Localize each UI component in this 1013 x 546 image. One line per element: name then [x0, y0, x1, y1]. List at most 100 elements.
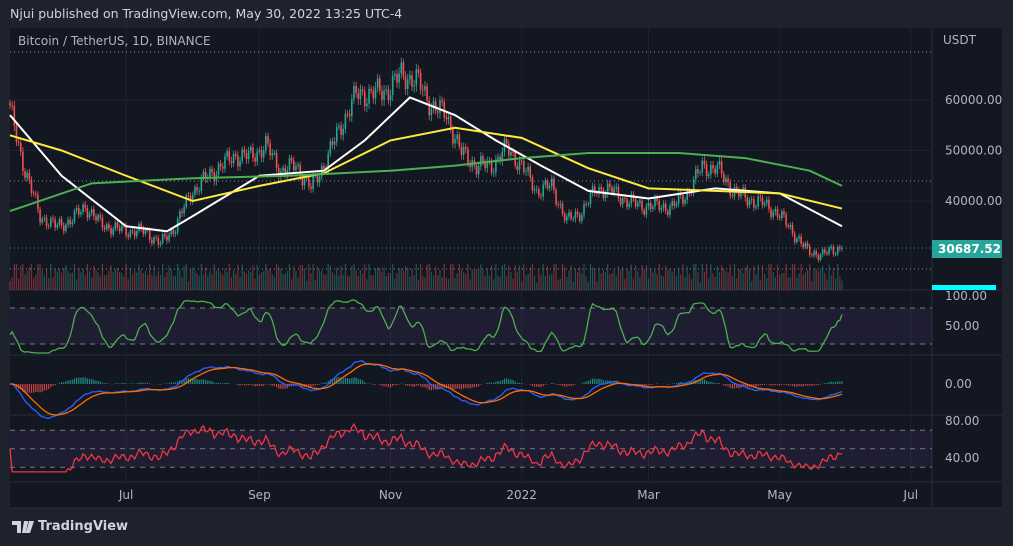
volume-bar: [791, 264, 794, 290]
macd-histogram-bar: [736, 384, 738, 389]
candle-body: [344, 113, 347, 129]
candle-body: [295, 166, 297, 171]
candle-body: [168, 234, 170, 241]
macd-histogram-bar: [675, 383, 678, 384]
macd-histogram-bar: [144, 382, 147, 384]
volume-bar: [331, 272, 334, 290]
volume-bar: [506, 276, 508, 290]
macd-histogram-bar: [254, 384, 256, 387]
candle-body: [512, 151, 514, 153]
candle-body: [557, 204, 560, 206]
candle-body: [286, 169, 289, 175]
candle-body: [73, 210, 76, 222]
tradingview-logo[interactable]: TradingView: [12, 519, 128, 534]
macd-histogram-bar: [394, 384, 396, 386]
volume-bar: [613, 269, 615, 290]
macd-histogram-bar: [650, 384, 652, 385]
volume-bar: [553, 264, 555, 290]
volume-bar: [510, 271, 512, 290]
candle-body: [275, 152, 278, 168]
volume-bar: [172, 276, 174, 290]
volume-bar: [232, 269, 235, 290]
volume-bar: [235, 273, 237, 290]
candle-body: [480, 156, 482, 166]
candle-body: [813, 251, 815, 256]
volume-bar: [168, 265, 170, 290]
macd-histogram-bar: [325, 382, 327, 384]
volume-bar: [770, 264, 772, 290]
candle-body: [615, 186, 618, 189]
volume-bar: [688, 274, 690, 290]
volume-bar: [33, 277, 35, 290]
macd-histogram-bar: [807, 384, 809, 386]
candle-body: [763, 203, 766, 206]
candle-body: [735, 187, 738, 190]
volume-bar: [58, 268, 61, 290]
macd-histogram-bar: [24, 384, 26, 393]
candle-body: [550, 178, 553, 187]
candle-body: [469, 163, 471, 168]
volume-bar: [69, 273, 71, 290]
macd-histogram-bar: [824, 383, 826, 384]
candle-body: [112, 229, 114, 235]
candle-body: [11, 105, 13, 107]
volume-bar: [131, 274, 134, 290]
macd-histogram-bar: [475, 384, 478, 388]
macd-histogram-bar: [705, 380, 708, 384]
candle-body: [452, 129, 454, 144]
chart-panel[interactable]: [10, 28, 1002, 508]
candle-body: [331, 141, 334, 145]
candle-body: [241, 149, 243, 161]
candle-body: [398, 73, 400, 83]
volume-bar: [607, 264, 609, 290]
macd-histogram-bar: [503, 378, 506, 384]
macd-histogram-bar: [331, 378, 334, 384]
volume-bar: [17, 278, 20, 290]
volume-bar: [742, 273, 744, 290]
volume-bar: [424, 277, 426, 290]
volume-bar: [95, 269, 97, 290]
candle-body: [572, 218, 575, 220]
macd-histogram-bar: [794, 384, 796, 387]
volume-bar: [63, 268, 65, 290]
volume-bar: [342, 274, 344, 290]
volume-bar: [518, 265, 521, 290]
volume-bar: [703, 271, 706, 290]
macd-histogram-bar: [480, 384, 482, 385]
macd-histogram-bar: [450, 384, 452, 389]
rsi-tick-label: 80.00: [945, 414, 979, 428]
volume-bar: [269, 268, 271, 290]
candle-body: [47, 225, 50, 227]
macd-histogram-bar: [387, 384, 389, 388]
volume-bar: [804, 272, 807, 290]
macd-histogram-bar: [716, 383, 718, 384]
candle-body: [45, 217, 48, 226]
macd-histogram-bar: [495, 381, 497, 384]
macd-histogram-bar: [796, 384, 798, 387]
volume-bar: [245, 273, 248, 290]
volume-bar: [351, 266, 353, 290]
macd-histogram-bar: [772, 384, 774, 386]
candle-body: [617, 186, 620, 199]
volume-bar: [478, 269, 480, 290]
published-caption: Njui published on TradingView.com, May 3…: [10, 6, 403, 21]
macd-histogram-bar: [250, 384, 252, 385]
volume-bar: [675, 275, 678, 290]
candle-body: [710, 164, 712, 175]
volume-bar: [441, 277, 443, 290]
macd-histogram-bar: [536, 384, 538, 387]
volume-bar: [316, 266, 319, 290]
macd-histogram-bar: [764, 384, 766, 386]
candle-body: [445, 117, 448, 120]
candle-body: [591, 186, 594, 193]
volume-bar: [211, 274, 213, 290]
signal-line: [9, 363, 843, 416]
macd-histogram-bar: [67, 380, 69, 384]
volume-bar: [282, 274, 284, 290]
volume-bar: [755, 274, 757, 290]
tradingview-logo-icon: [12, 520, 34, 533]
macd-histogram-bar: [733, 384, 736, 389]
candle-body: [400, 62, 403, 74]
candle-body: [56, 224, 59, 228]
